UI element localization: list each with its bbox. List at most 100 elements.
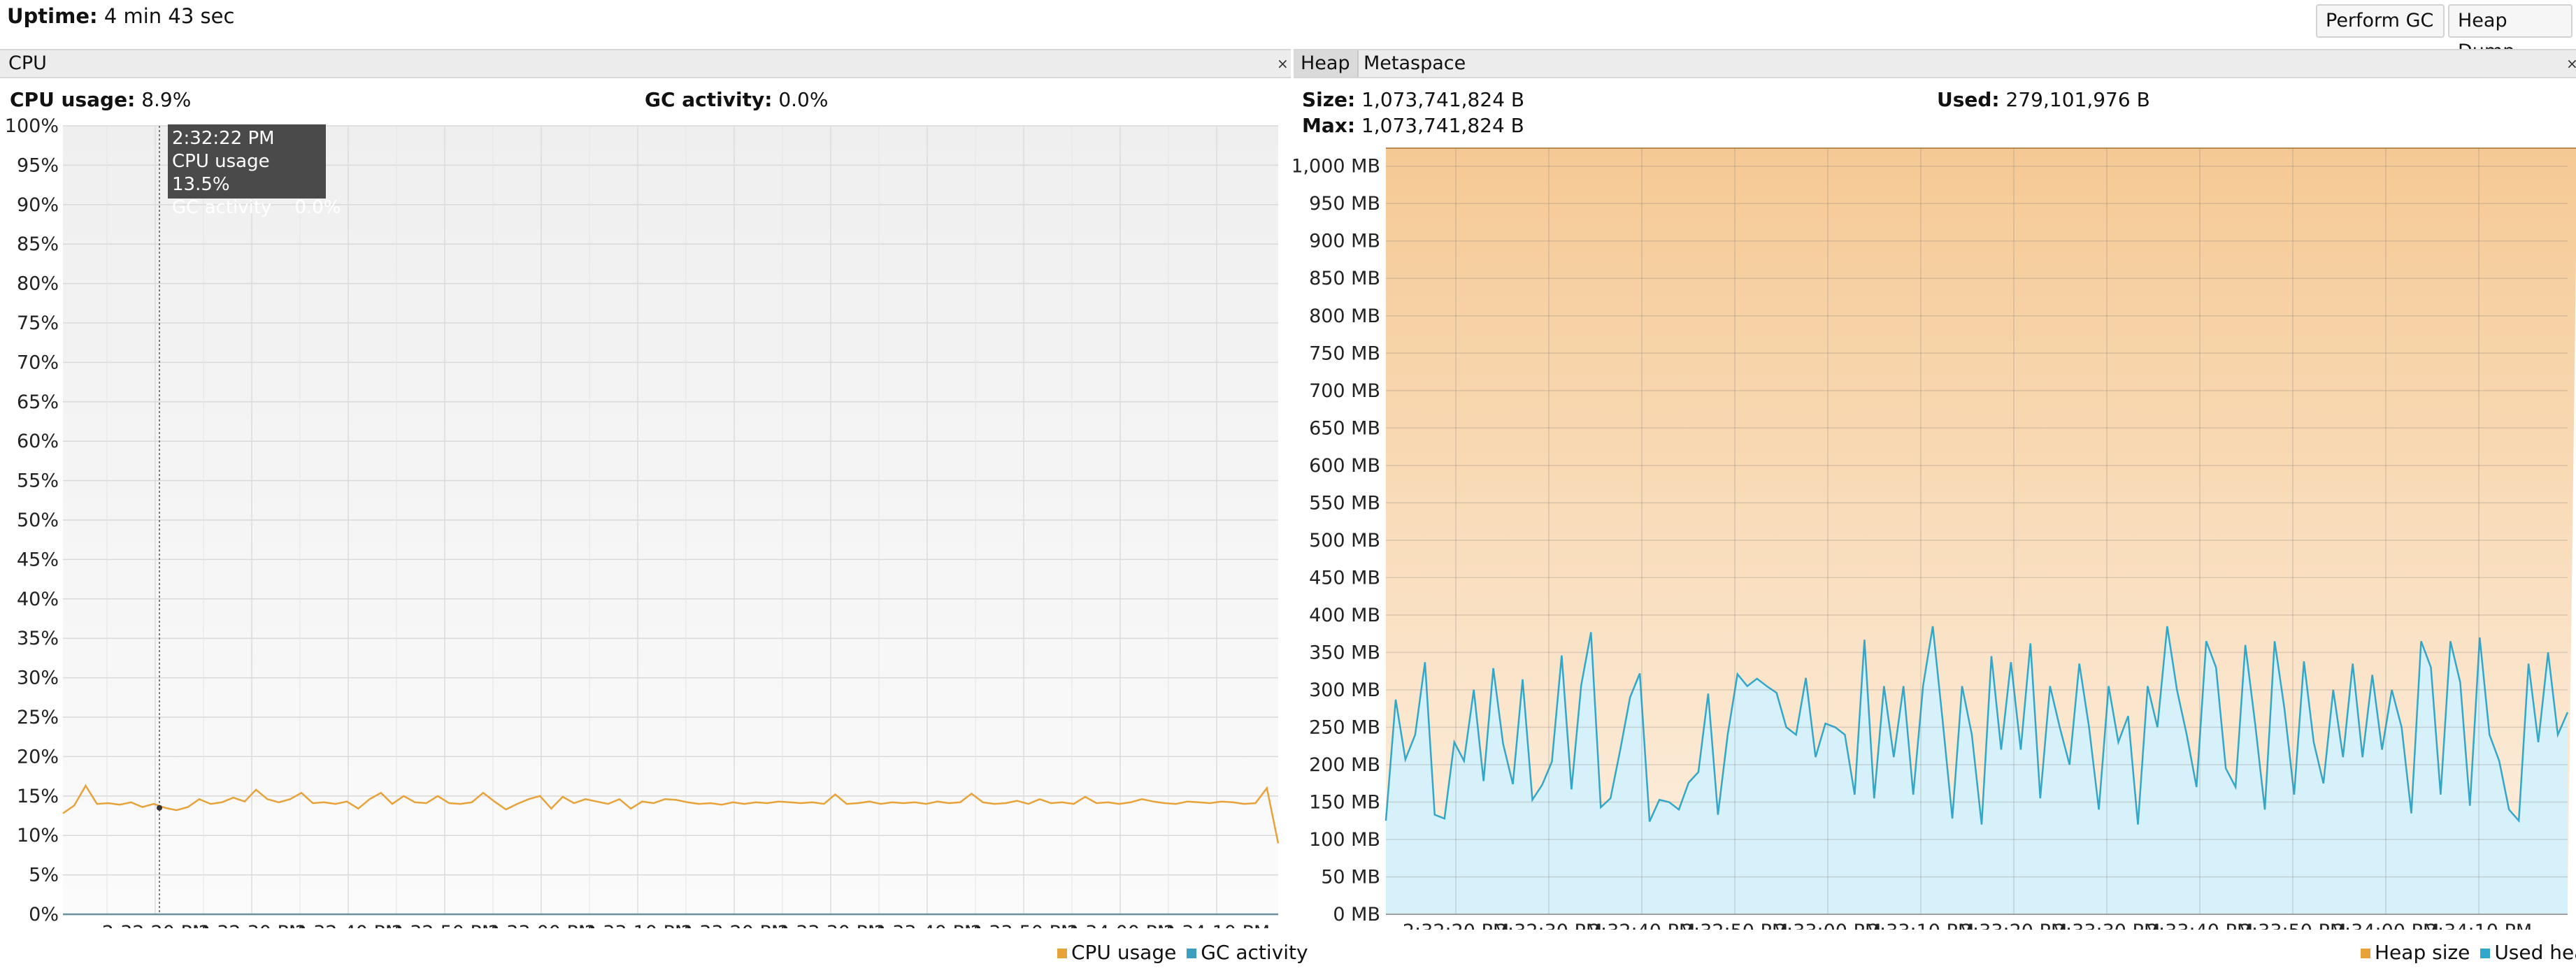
tooltip-gc: GC activity 0.0% [172, 197, 341, 218]
heap-x-tick-label: 2:32:30 PM [1496, 921, 1602, 930]
cpu-usage-line [62, 784, 1280, 844]
cpu-x-tick-label: 2:34:10 PM [1164, 922, 1270, 928]
heap-y-tick-label: 100 MB [1309, 829, 1380, 851]
cpu-x-tick-label: 2:34:00 PM [1067, 922, 1173, 928]
cpu-y-tick-label: 45% [17, 549, 59, 570]
cpu-y-tick-label: 50% [17, 510, 59, 531]
heap-y-tick-label: 1,000 MB [1294, 156, 1380, 178]
cpu-legend: CPU usage GC activity [1057, 941, 1308, 964]
heap-y-tick-label: 550 MB [1309, 492, 1380, 514]
heap-y-tick-label: 250 MB [1309, 716, 1380, 738]
heap-y-tick-label: 450 MB [1309, 567, 1380, 589]
cpu-x-tick-label: 2:32:50 PM [392, 922, 498, 928]
cpu-y-tick-label: 35% [17, 628, 59, 649]
heap-x-tick-label: 2:32:20 PM [1403, 921, 1509, 930]
heap-x-tick-label: 2:33:20 PM [1961, 921, 2067, 930]
gc-activity-stat: GC activity: 0.0% [645, 88, 828, 111]
heap-size-label: Size: [1302, 88, 1356, 111]
used-heap-swatch-icon [2480, 949, 2491, 958]
heap-x-tick-label: 2:33:00 PM [1775, 921, 1881, 930]
used-heap-line [1384, 626, 2569, 825]
cpu-y-tick-label: 65% [17, 391, 59, 413]
gc-activity-swatch-icon [1187, 949, 1197, 958]
heap-max-value: 1,073,741,824 B [1361, 114, 1524, 137]
tab-heap[interactable]: Heap [1294, 50, 1359, 77]
heap-y-tick-label: 700 MB [1309, 380, 1380, 402]
heap-x-tick-label: 2:34:00 PM [2333, 921, 2439, 930]
heap-max-label: Max: [1302, 114, 1356, 137]
heap-x-tick-label: 2:34:10 PM [2426, 921, 2532, 930]
cpu-usage-label: CPU usage: [10, 88, 136, 111]
cpu-y-tick-label: 95% [17, 154, 59, 176]
cpu-y-tick-label: 15% [17, 786, 59, 807]
cpu-y-tick-label: 80% [17, 273, 59, 295]
tab-metaspace[interactable]: Metaspace [1364, 52, 1466, 74]
heap-y-tick-label: 950 MB [1309, 193, 1380, 215]
heap-size-value: 1,073,741,824 B [1361, 88, 1525, 111]
heap-y-tick-label: 800 MB [1309, 305, 1380, 327]
uptime-label: Uptime: [7, 4, 98, 28]
heap-used-value: 279,101,976 B [2005, 88, 2150, 111]
heap-x-tick-label: 2:33:10 PM [1868, 921, 1974, 930]
heap-y-tick-label: 0 MB [1333, 904, 1380, 925]
cpu-crosshair-marker [157, 805, 162, 811]
cpu-y-tick-label: 60% [17, 431, 59, 452]
perform-gc-button[interactable]: Perform GC [2316, 4, 2445, 38]
cpu-usage-value: 8.9% [141, 88, 192, 111]
heap-x-tick-label: 2:33:40 PM [2147, 921, 2253, 930]
legend-heap-size: Heap size [2375, 941, 2470, 964]
cpu-y-tick-label: 90% [17, 194, 59, 216]
heap-y-tick-label: 200 MB [1309, 754, 1380, 776]
cpu-y-tick-label: 100% [5, 117, 59, 137]
cpu-x-tick-label: 2:32:30 PM [199, 922, 305, 928]
top-bar: Uptime: 4 min 43 sec Perform GC Heap Dum… [0, 0, 2576, 62]
heap-y-tick-label: 150 MB [1309, 791, 1380, 813]
heap-y-tick-label: 650 MB [1309, 417, 1380, 439]
cpu-x-tick-label: 2:33:30 PM [778, 922, 884, 928]
heap-legend: Heap size Used heap [2361, 941, 2576, 964]
cpu-x-tick-label: 2:33:50 PM [971, 922, 1077, 928]
cpu-tooltip: 2:32:22 PM CPU usage 13.5% GC activity 0… [168, 124, 341, 218]
cpu-x-tick-label: 2:33:10 PM [585, 922, 691, 928]
cpu-y-tick-label: 40% [17, 589, 59, 610]
cpu-x-tick-label: 2:32:40 PM [295, 922, 401, 928]
cpu-y-tick-label: 0% [29, 904, 59, 925]
memory-tab-bar: Heap Metaspace × [1294, 49, 2576, 78]
legend-used-heap: Used heap [2494, 941, 2576, 964]
heap-max-stat: Max: 1,073,741,824 B [1302, 114, 1524, 137]
heap-dump-button[interactable]: Heap Dump [2448, 4, 2573, 62]
tooltip-cpu: CPU usage 13.5% [172, 151, 270, 195]
uptime: Uptime: 4 min 43 sec [7, 4, 234, 28]
cpu-usage-swatch-icon [1057, 949, 1067, 958]
heap-y-tick-label: 500 MB [1309, 530, 1380, 552]
cpu-usage-stat: CPU usage: 8.9% [10, 88, 191, 111]
heap-x-tick-label: 2:32:50 PM [1682, 921, 1788, 930]
cpu-x-tick-label: 2:32:20 PM [102, 922, 208, 928]
cpu-panel-close-icon[interactable]: × [1277, 55, 1289, 72]
heap-y-tick-label: 600 MB [1309, 455, 1380, 477]
heap-y-tick-label: 350 MB [1309, 642, 1380, 663]
heap-chart[interactable]: 0 MB 50 MB 100 MB 150 MB 200 MB 250 MB 300 MB 3… [1294, 140, 2576, 930]
heap-y-tick-label: 300 MB [1309, 679, 1380, 701]
legend-gc-activity: GC activity [1201, 941, 1308, 964]
cpu-x-tick-label: 2:33:00 PM [488, 922, 594, 928]
cpu-y-tick-label: 25% [17, 707, 59, 728]
heap-x-tick-label: 2:33:50 PM [2240, 921, 2346, 930]
tab-cpu[interactable]: CPU [8, 52, 47, 74]
cpu-y-tick-label: 70% [17, 352, 59, 373]
heap-y-tick-label: 750 MB [1309, 343, 1380, 364]
cpu-y-tick-label: 5% [29, 865, 59, 886]
uptime-value: 4 min 43 sec [103, 4, 235, 28]
cpu-chart[interactable]: 0% 5% 10% 15% 20% 25% 30% 35% 40% 45% 50% 55% 60% 65%… [0, 117, 1291, 928]
memory-panel-close-icon[interactable]: × [2566, 55, 2576, 72]
cpu-y-tick-label: 85% [17, 233, 59, 255]
heap-x-tick-label: 2:32:40 PM [1589, 921, 1695, 930]
gc-activity-label: GC activity: [645, 88, 773, 111]
tooltip-time: 2:32:22 PM [172, 128, 275, 149]
cpu-x-tick-label: 2:33:20 PM [681, 922, 787, 928]
heap-used-label: Used: [1937, 88, 2000, 111]
heap-size-swatch-icon [2361, 949, 2370, 958]
cpu-y-tick-label: 20% [17, 746, 59, 767]
heap-y-tick-label: 50 MB [1321, 866, 1380, 888]
cpu-x-tick-label: 2:33:40 PM [874, 922, 980, 928]
